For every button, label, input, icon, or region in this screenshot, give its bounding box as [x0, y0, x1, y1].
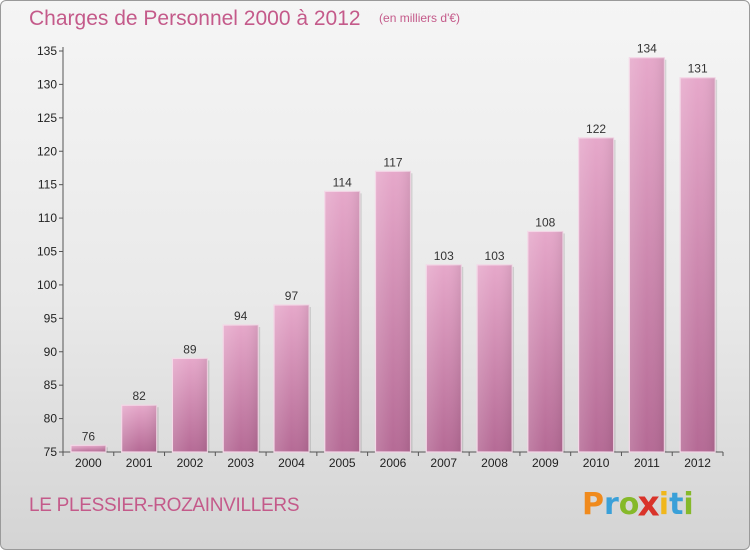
x-tick-label: 2005	[329, 456, 356, 470]
y-tick-label: 85	[44, 378, 58, 392]
logo-letter: i	[658, 487, 670, 522]
x-tick-label: 2012	[684, 456, 711, 470]
x-tick-label: 2006	[380, 456, 407, 470]
logo-letter: r	[604, 487, 619, 522]
title-row: Charges de Personnel 2000 à 2012 (en mil…	[29, 7, 460, 31]
y-tick-label: 105	[37, 245, 57, 259]
proxiti-logo: Proxiti	[582, 484, 694, 525]
x-tick-label: 2003	[227, 456, 254, 470]
y-tick-label: 110	[38, 211, 57, 225]
bar-shine	[629, 57, 665, 452]
commune-name: LE PLESSIER-ROZAINVILLERS	[29, 495, 300, 516]
x-tick-label: 2007	[430, 456, 457, 470]
value-label: 122	[586, 122, 606, 136]
value-label: 82	[132, 389, 146, 403]
bar-shine	[578, 137, 614, 452]
x-tick-label: 2001	[126, 456, 153, 470]
bar-shine	[223, 325, 259, 452]
x-tick-label: 2008	[481, 456, 508, 470]
y-tick-label: 100	[37, 278, 57, 292]
x-tick-label: 2004	[278, 456, 305, 470]
value-label: 103	[434, 249, 454, 263]
value-label: 131	[688, 62, 708, 76]
y-tick-label: 80	[44, 412, 58, 426]
value-label: 94	[234, 309, 248, 323]
bar-shine	[477, 264, 513, 452]
value-label: 89	[183, 342, 197, 356]
value-label: 103	[485, 249, 505, 263]
chart-title: Charges de Personnel 2000 à 2012	[29, 7, 361, 30]
y-tick-label: 95	[44, 311, 58, 325]
bar-shine	[324, 191, 360, 452]
labels-group: 2000 76 2001 82 2002 89 2003 94 2004 97 2005 114 200…	[75, 42, 711, 470]
y-tick-label: 125	[37, 111, 57, 125]
logo-letter: i	[683, 487, 694, 522]
logo-letter: t	[669, 487, 684, 522]
x-tick-label: 2011	[634, 456, 660, 470]
bar-shine	[121, 405, 157, 452]
value-label: 134	[637, 42, 657, 56]
logo-letter: o	[618, 487, 640, 522]
bar-shine	[172, 358, 208, 452]
y-tick-label: 130	[37, 77, 57, 91]
bar-shine	[426, 264, 462, 452]
bar-shine	[527, 231, 563, 452]
value-label: 76	[82, 429, 96, 443]
x-tick-label: 2000	[75, 456, 102, 470]
bar-shine	[70, 445, 106, 452]
value-label: 117	[383, 155, 402, 169]
y-tick-label: 135	[37, 44, 57, 58]
bar-shine	[680, 77, 716, 452]
value-label: 97	[285, 289, 299, 303]
x-tick-label: 2002	[177, 456, 204, 470]
x-tick-label: 2010	[583, 456, 610, 470]
bar-shine	[375, 171, 411, 453]
y-tick-label: 90	[44, 345, 58, 359]
y-tick-label: 115	[38, 178, 57, 192]
bars-group	[70, 57, 718, 453]
y-tick-label: 120	[37, 144, 57, 158]
logo-letter: x	[637, 484, 661, 525]
logo-letter: P	[582, 487, 604, 522]
y-tick-label: 75	[44, 445, 58, 459]
chart-subtitle: (en milliers d'€)	[379, 11, 461, 25]
bar-shine	[273, 304, 309, 452]
value-label: 114	[333, 175, 352, 189]
x-tick-label: 2009	[532, 456, 559, 470]
value-label: 108	[535, 215, 555, 229]
